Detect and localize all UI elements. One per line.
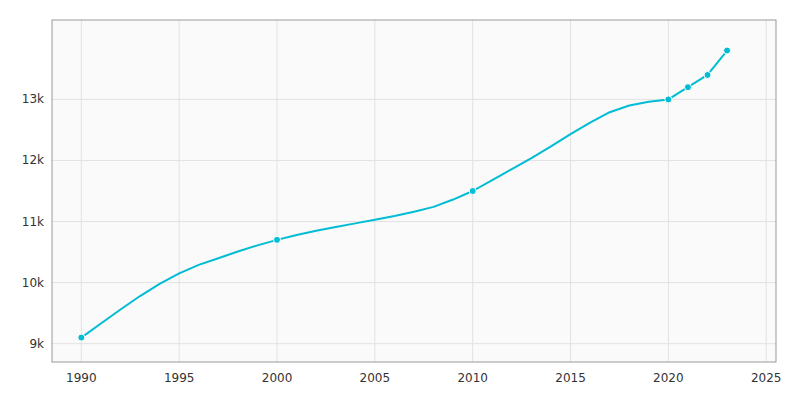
- y-tick-label: 9k: [29, 337, 44, 351]
- y-grid-line: [52, 343, 776, 344]
- x-grid-line: [179, 20, 180, 362]
- x-grid-line: [668, 20, 669, 362]
- x-tick-label: 2010: [457, 371, 488, 385]
- y-grid-line: [52, 221, 776, 222]
- plot-data: [78, 47, 731, 341]
- x-tick-label: 2000: [262, 371, 293, 385]
- x-tick-label: 2015: [555, 371, 586, 385]
- chart-container: 1990 1995 2000 2005 2010 2015 2020 2025 9k 10k 11k…: [0, 0, 800, 400]
- data-point: [78, 334, 85, 341]
- data-point: [684, 84, 691, 91]
- x-tick-label: 2020: [653, 371, 684, 385]
- y-tick-label: 12k: [22, 153, 44, 167]
- x-grid-line: [766, 20, 767, 362]
- x-tick-label: 1995: [164, 371, 195, 385]
- x-grid-line: [277, 20, 278, 362]
- chart: 1990 1995 2000 2005 2010 2015 2020 2025 9k 10k 11k…: [0, 0, 800, 400]
- x-grid-line: [570, 20, 571, 362]
- data-point: [704, 71, 711, 78]
- x-tick-label: 1990: [66, 371, 97, 385]
- x-grid-line: [374, 20, 375, 362]
- data-point: [469, 188, 476, 195]
- y-tick-label: 13k: [22, 92, 44, 106]
- x-tick-label: 2025: [751, 371, 782, 385]
- data-point: [724, 47, 731, 54]
- x-grid-line: [81, 20, 82, 362]
- data-point: [274, 236, 281, 243]
- plot-frame: [52, 20, 776, 362]
- plot-background: [52, 20, 776, 362]
- data-line: [81, 51, 727, 338]
- data-point: [665, 96, 672, 103]
- axes: 1990 1995 2000 2005 2010 2015 2020 2025 9k 10k 11k…: [22, 20, 782, 385]
- y-tick-label: 11k: [22, 215, 44, 229]
- y-grid-line: [52, 160, 776, 161]
- grid: [52, 20, 776, 362]
- y-tick-label: 10k: [22, 276, 44, 290]
- x-tick-label: 2005: [360, 371, 391, 385]
